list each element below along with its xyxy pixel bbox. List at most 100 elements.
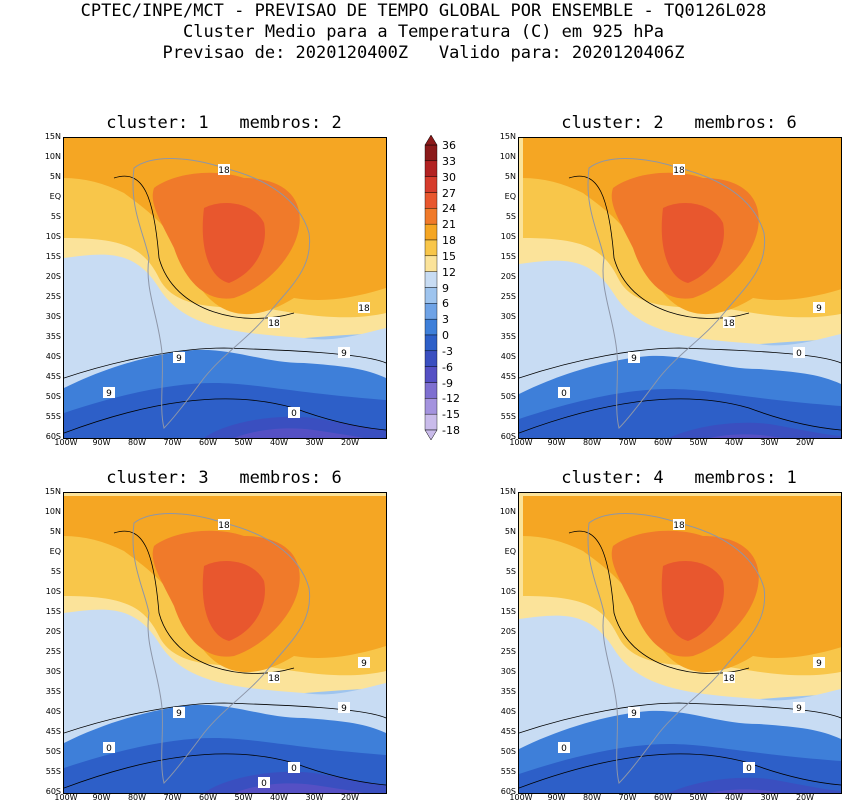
svg-text:18: 18 [673, 521, 685, 531]
svg-text:18: 18 [218, 166, 230, 176]
svg-text:18: 18 [723, 319, 735, 329]
lon-tick-label: 90W [92, 793, 111, 802]
lat-tick-label: 50S [500, 392, 516, 401]
colorbar-level-label: 15 [442, 249, 456, 263]
lat-tick-label: 20S [45, 272, 61, 281]
contour-label: 9 [628, 352, 640, 364]
contour-label: 18 [218, 519, 230, 531]
lat-tick-label: 10S [500, 587, 516, 596]
forecast-dates: Previsao de: 2020120400Z Valido para: 20… [162, 43, 685, 63]
colorbar-swatch [424, 223, 438, 241]
lat-tick-label: 55S [500, 767, 516, 776]
svg-text:0: 0 [291, 409, 297, 419]
colorbar-swatch [424, 334, 438, 352]
svg-text:0: 0 [261, 779, 267, 789]
lat-tick-label: 5N [49, 527, 61, 536]
contour-label: 0 [103, 742, 115, 754]
lon-tick-label: 100W [54, 793, 78, 802]
lon-tick-label: 90W [92, 438, 111, 447]
svg-text:18: 18 [268, 319, 280, 329]
lat-tick-label: 45S [45, 372, 61, 381]
lon-tick-label: 90W [547, 793, 566, 802]
svg-text:9: 9 [816, 304, 822, 314]
lat-tick-label: 35S [45, 332, 61, 341]
lat-tick-label: 15S [500, 252, 516, 261]
lat-tick-label: 5N [49, 172, 61, 181]
lat-tick-label: 50S [45, 747, 61, 756]
lat-tick-label: 25S [45, 292, 61, 301]
lat-tick-label: 15S [45, 607, 61, 616]
main-title: CPTEC/INPE/MCT - PREVISAO DE TEMPO GLOBA… [80, 1, 767, 21]
lat-tick-label: 15N [499, 487, 516, 496]
lat-tick-label: 60S [45, 787, 61, 796]
svg-text:18: 18 [358, 304, 370, 314]
lat-tick-label: EQ [49, 547, 61, 556]
colorbar-level-label: 3 [442, 313, 449, 327]
colorbar-level-label: 9 [442, 281, 449, 295]
svg-text:0: 0 [291, 764, 297, 774]
lon-tick-label: 80W [582, 438, 602, 447]
colorbar-level-label: -3 [442, 344, 453, 358]
lat-tick-label: 25S [45, 647, 61, 656]
lon-tick-label: 60W [653, 438, 673, 447]
lon-tick-label: 30W [305, 793, 324, 802]
colorbar-level-label: -9 [442, 376, 453, 390]
colorbar-level-label: 18 [442, 234, 456, 247]
panel-2-title: cluster: 2 membros: 6 [561, 113, 797, 133]
colorbar-swatch [424, 366, 438, 383]
lat-tick-label: 5S [505, 567, 516, 576]
lat-tick-label: 40S [500, 707, 516, 716]
map-cluster-2: 18 18 9 9 0 0 [518, 137, 842, 439]
lat-tick-label: 45S [500, 372, 516, 381]
panel-3-title: cluster: 3 membros: 6 [106, 468, 342, 488]
svg-text:18: 18 [268, 674, 280, 684]
colorbar-level-label: -12 [442, 392, 460, 406]
colorbar-swatch [424, 271, 438, 288]
lon-tick-label: 70W [618, 793, 637, 802]
lat-tick-label: 30S [45, 312, 61, 321]
lat-tick-label: 15S [500, 607, 516, 616]
lat-tick-label: 15N [44, 132, 61, 141]
colorbar-level-label: -15 [442, 408, 460, 422]
svg-text:9: 9 [106, 389, 112, 399]
lat-tick-label: 10N [499, 152, 516, 161]
colorbar-level-label: 0 [442, 329, 449, 342]
contour-label: 9 [358, 657, 370, 669]
lat-tick-label: 5S [505, 212, 516, 221]
lat-tick-label: 35S [500, 332, 516, 341]
lat-tick-label: 30S [500, 312, 516, 321]
lat-tick-label: 60S [500, 432, 516, 441]
panel-1-title: cluster: 1 membros: 2 [106, 113, 342, 133]
lon-tick-label: 100W [54, 438, 78, 447]
contour-label: 0 [558, 387, 570, 399]
panel-4-title: cluster: 4 membros: 1 [561, 468, 797, 488]
svg-text:9: 9 [341, 704, 347, 714]
lon-tick-label: 50W [689, 793, 708, 802]
lon-tick-label: 40W [269, 438, 289, 447]
lat-tick-label: 30S [500, 667, 516, 676]
lon-tick-label: 100W [509, 793, 533, 802]
lat-tick-label: 55S [45, 412, 61, 421]
lat-tick-label: EQ [49, 192, 61, 201]
svg-text:9: 9 [631, 709, 637, 719]
lat-tick-label: 50S [45, 392, 61, 401]
lat-tick-label: 20S [500, 272, 516, 281]
contour-label: 18 [358, 302, 370, 314]
svg-text:0: 0 [561, 389, 567, 399]
colorbar-swatch [424, 382, 438, 399]
colorbar [424, 134, 438, 441]
contour-label: 0 [558, 742, 570, 754]
lat-tick-label: EQ [504, 547, 516, 556]
svg-text:0: 0 [796, 349, 802, 359]
lat-tick-label: EQ [504, 192, 516, 201]
contour-label: 9 [173, 707, 185, 719]
lon-tick-label: 60W [198, 438, 218, 447]
map-cluster-3: 18 18 9 9 9 0 0 0 [63, 492, 387, 794]
map-cluster-1: 18 18 18 9 9 9 0 [63, 137, 387, 439]
lat-tick-label: 35S [45, 687, 61, 696]
lon-tick-label: 90W [547, 438, 566, 447]
lat-tick-label: 45S [500, 727, 516, 736]
lat-tick-label: 10N [44, 507, 61, 516]
colorbar-level-label: 6 [442, 297, 449, 311]
subtitle: Cluster Medio para a Temperatura (C) em … [182, 22, 665, 42]
